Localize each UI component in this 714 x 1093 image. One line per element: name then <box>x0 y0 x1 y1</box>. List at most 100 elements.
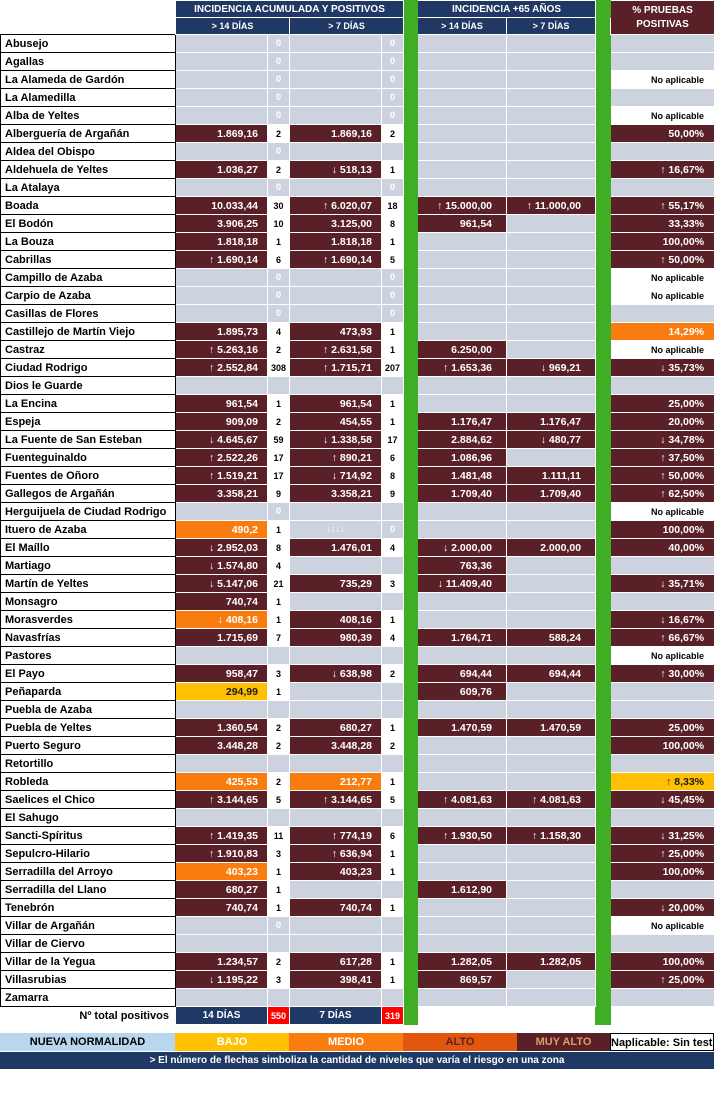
incidence-7d-cell <box>289 376 382 395</box>
green-separator <box>595 754 612 773</box>
pct-positivas-cell: 100,00% <box>610 232 714 251</box>
municipality-row: La Alameda de Gardón 0 0 No aplicable <box>0 70 714 89</box>
green-separator <box>403 916 419 935</box>
incidence-7d-cell: 1.818,18 <box>289 232 382 251</box>
positives-14d-cell: 0 <box>267 304 290 323</box>
incidence65-7d-cell: ↑ 4.081,63 <box>506 790 597 809</box>
green-separator <box>595 916 612 935</box>
green-separator <box>403 304 419 323</box>
green-separator <box>595 88 612 107</box>
green-separator <box>595 1006 612 1025</box>
municipality-name: Alba de Yeltes <box>0 106 176 125</box>
green-separator <box>595 826 612 845</box>
positives-7d-cell: 3 <box>380 574 405 593</box>
green-separator <box>595 664 612 683</box>
incidence65-7d-cell <box>506 286 597 305</box>
municipality-name: Martiago <box>0 556 176 575</box>
municipality-name: Carpio de Azaba <box>0 286 176 305</box>
incidence-14d-cell <box>175 808 268 827</box>
positives-14d-cell: 5 <box>267 790 290 809</box>
incidence65-7d-cell: ↑ 1.158,30 <box>506 826 597 845</box>
municipality-name: La Fuente de San Esteban <box>0 430 176 449</box>
green-separator <box>595 682 612 701</box>
incidence65-7d-cell <box>506 160 597 179</box>
positives-14d-cell: 1 <box>267 394 290 413</box>
green-separator <box>403 970 419 989</box>
incidence-14d-cell: 3.358,21 <box>175 484 268 503</box>
pct-positivas-cell <box>610 178 714 197</box>
incidence65-7d-cell <box>506 934 597 953</box>
incidence-14d-cell: ↑ 1.690,14 <box>175 250 268 269</box>
incidence-14d-cell: ↓ 2.952,03 <box>175 538 268 557</box>
incidence65-14d-cell <box>417 70 508 89</box>
green-separator <box>403 700 419 719</box>
municipality-name: Villar de Ciervo <box>0 934 176 953</box>
incidence-14d-cell: 961,54 <box>175 394 268 413</box>
municipality-name: Ituero de Azaba <box>0 520 176 539</box>
incidence-7d-cell <box>289 178 382 197</box>
legend-muy-alto: MUY ALTO <box>517 1033 610 1051</box>
totals-14dias-label: 14 DÍAS <box>175 1006 268 1025</box>
green-separator <box>403 574 419 593</box>
green-separator <box>403 736 419 755</box>
incidence-14d-cell <box>175 646 268 665</box>
incidence-14d-cell: ↑ 5.263,16 <box>175 340 268 359</box>
incidence65-7d-cell <box>506 304 597 323</box>
incidence65-7d-cell <box>506 520 597 539</box>
incidence-7d-cell <box>289 808 382 827</box>
header-incidencia-65: INCIDENCIA +65 AÑOS <box>417 0 597 18</box>
municipality-row: Retortillo <box>0 754 714 773</box>
municipality-row: Espeja 909,09 2 454,55 1 1.176,47 1.176,47 20,0… <box>0 412 714 431</box>
incidence-7d-cell: 740,74 <box>289 898 382 917</box>
incidence-7d-cell: 454,55 <box>289 412 382 431</box>
municipality-row: Agallas 0 0 <box>0 52 714 71</box>
green-separator <box>595 430 612 449</box>
incidence-14d-cell: 740,74 <box>175 898 268 917</box>
green-separator <box>595 124 612 143</box>
green-separator <box>403 898 419 917</box>
incidence-7d-cell: 408,16 <box>289 610 382 629</box>
municipality-name: Serradilla del Llano <box>0 880 176 899</box>
municipality-row: El Maíllo ↓ 2.952,03 8 1.476,01 4 ↓ 2.000,00 2… <box>0 538 714 557</box>
positives-7d-cell: 1 <box>380 232 405 251</box>
municipality-row: Aldea del Obispo 0 <box>0 142 714 161</box>
pct-positivas-cell: No aplicable <box>610 646 714 665</box>
municipality-row: Aldehuela de Yeltes 1.036,27 2 ↓ 518,13 1 ↑ 1… <box>0 160 714 179</box>
positives-7d-cell: 2 <box>380 124 405 143</box>
incidence65-14d-cell <box>417 304 508 323</box>
municipality-row: Saelices el Chico ↑ 3.144,65 5 ↑ 3.144,65 5 ↑… <box>0 790 714 809</box>
municipality-row: Serradilla del Llano 680,27 1 1.612,90 <box>0 880 714 899</box>
municipality-name: El Payo <box>0 664 176 683</box>
incidence65-14d-cell <box>417 898 508 917</box>
green-separator <box>595 376 612 395</box>
incidence-14d-cell <box>175 754 268 773</box>
green-separator <box>403 844 419 863</box>
municipality-name: Villar de Argañán <box>0 916 176 935</box>
positives-7d-cell <box>380 880 405 899</box>
incidence-14d-cell: ↓ 1.574,80 <box>175 556 268 575</box>
incidence65-14d-cell: ↑ 1.653,36 <box>417 358 508 377</box>
positives-7d-cell <box>380 934 405 953</box>
green-separator <box>403 142 419 161</box>
green-separator <box>595 484 612 503</box>
incidence-14d-cell <box>175 934 268 953</box>
incidence65-14d-cell: 1.282,05 <box>417 952 508 971</box>
municipality-name: Castraz <box>0 340 176 359</box>
incidence65-14d-cell <box>417 34 508 53</box>
incidence-14d-cell: 740,74 <box>175 592 268 611</box>
municipality-name: Martín de Yeltes <box>0 574 176 593</box>
positives-14d-cell: 0 <box>267 916 290 935</box>
risk-legend: NUEVA NORMALIDAD BAJO MEDIO ALTO MUY ALT… <box>0 1033 714 1051</box>
incidence-7d-cell <box>289 304 382 323</box>
municipality-name: Agallas <box>0 52 176 71</box>
incidence-14d-cell: 3.906,25 <box>175 214 268 233</box>
municipality-name: Saelices el Chico <box>0 790 176 809</box>
incidence65-7d-cell <box>506 376 597 395</box>
incidence65-7d-cell <box>506 808 597 827</box>
incidence65-14d-cell <box>417 178 508 197</box>
municipality-name: Puebla de Azaba <box>0 700 176 719</box>
green-separator <box>595 214 612 233</box>
green-separator <box>403 952 419 971</box>
green-separator <box>403 160 419 179</box>
positives-14d-cell: 2 <box>267 736 290 755</box>
